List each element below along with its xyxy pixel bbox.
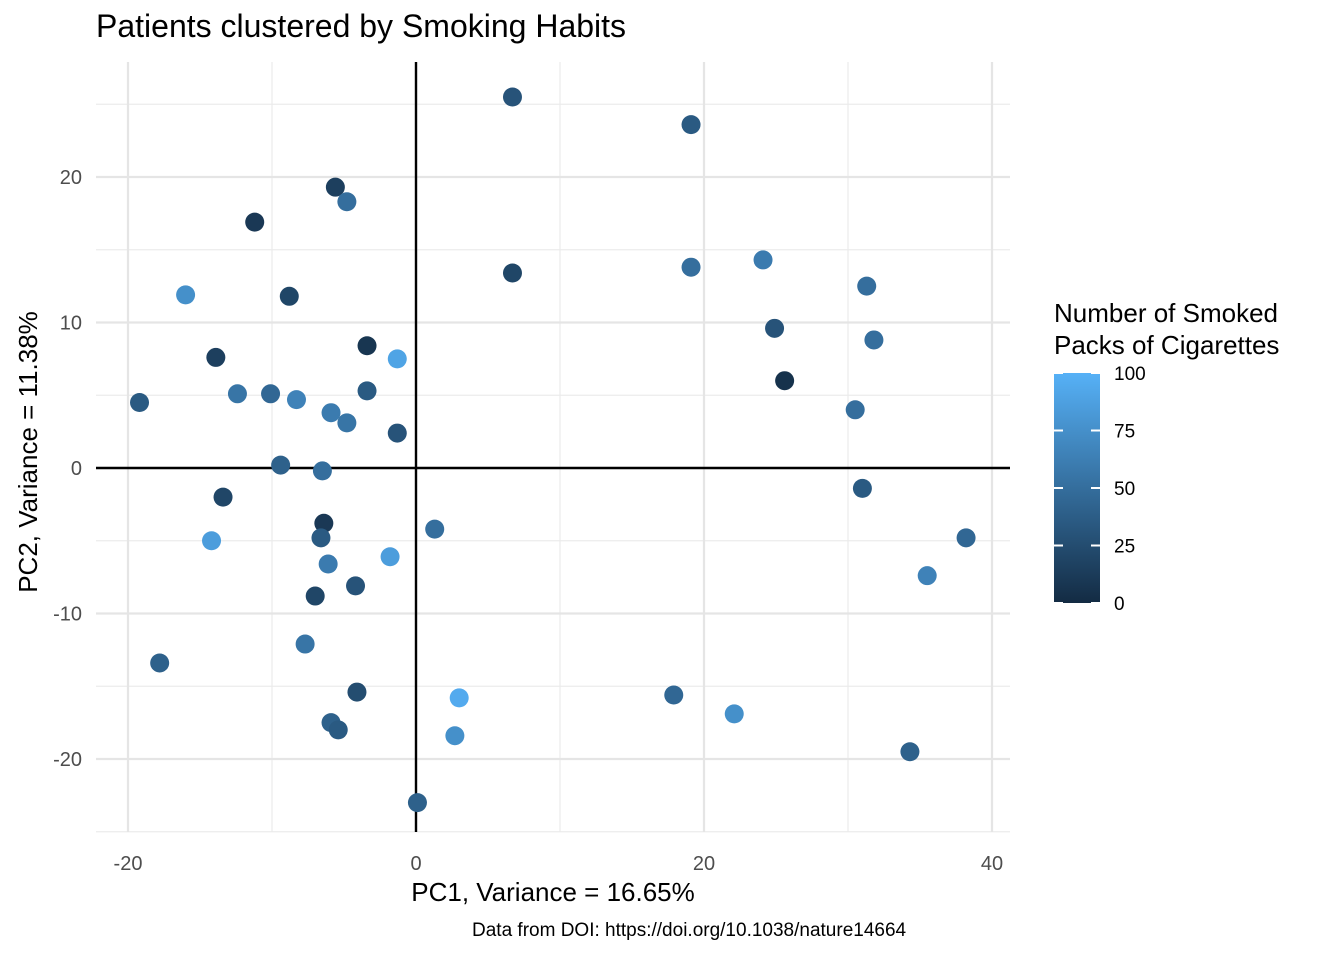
x-tick-label: 40 (981, 853, 1003, 875)
color-legend: Number of Smoked Packs of Cigarettes 0 25… (1054, 298, 1279, 615)
y-axis-title: PC2, Variance = 11.38% (13, 311, 43, 593)
legend-title-line2: Packs of Cigarettes (1054, 330, 1279, 360)
axis-ticks: -20 0 20 40 -20 -10 0 10 20 (53, 167, 1003, 875)
data-point (380, 547, 400, 567)
legend-tick-label: 75 (1114, 422, 1135, 443)
legend-ticks: 0 25 50 75 100 (1054, 364, 1146, 615)
data-point (305, 586, 325, 606)
data-point (765, 318, 785, 338)
data-point (346, 576, 366, 596)
data-point (357, 381, 377, 401)
data-point (337, 192, 357, 212)
y-tick-label: -20 (53, 749, 82, 771)
data-point (775, 371, 795, 391)
data-point (502, 263, 522, 283)
data-point (206, 347, 226, 367)
data-point (245, 212, 265, 232)
data-point (325, 177, 345, 197)
data-points (130, 87, 976, 813)
chart-title: Patients clustered by Smoking Habits (96, 8, 627, 44)
data-point (311, 528, 331, 548)
grid-lines (96, 62, 1010, 833)
data-point (337, 413, 357, 433)
data-point (227, 384, 247, 404)
data-point (387, 423, 407, 443)
data-point (312, 461, 332, 481)
data-point (502, 87, 522, 107)
data-point (347, 682, 367, 702)
data-point (314, 513, 334, 533)
legend-title-line1: Number of Smoked (1054, 298, 1278, 328)
data-point (425, 519, 445, 539)
data-point (407, 793, 427, 813)
data-point (956, 528, 976, 548)
data-point (318, 554, 338, 574)
data-point (279, 286, 299, 306)
chart-caption: Data from DOI: https://doi.org/10.1038/n… (472, 920, 907, 941)
data-point (271, 455, 291, 475)
x-axis-title: PC1, Variance = 16.65% (411, 877, 695, 907)
data-point (845, 400, 865, 420)
x-tick-label: 0 (410, 853, 421, 875)
data-point (753, 250, 773, 270)
y-tick-label: -10 (53, 604, 82, 626)
legend-tick-label: 50 (1114, 479, 1135, 500)
data-point (445, 726, 465, 746)
data-point (286, 390, 306, 410)
data-point (917, 566, 937, 586)
legend-tick-label: 0 (1114, 594, 1125, 615)
data-point (681, 257, 701, 277)
data-point (261, 384, 281, 404)
data-point (295, 634, 315, 654)
data-point (857, 276, 877, 296)
data-point (681, 115, 701, 135)
x-tick-label: -20 (114, 853, 143, 875)
data-point (387, 349, 407, 369)
data-point (449, 688, 469, 708)
data-point (202, 531, 222, 551)
data-point (724, 704, 744, 724)
data-point (864, 330, 884, 350)
data-point (328, 720, 348, 740)
x-tick-label: 20 (693, 853, 715, 875)
data-point (900, 742, 920, 762)
data-point (150, 653, 170, 673)
data-point (664, 685, 684, 705)
data-point (852, 478, 872, 498)
data-point (176, 285, 196, 305)
legend-tick-label: 25 (1114, 537, 1135, 558)
data-point (213, 487, 233, 507)
y-tick-label: 0 (71, 458, 82, 480)
data-point (357, 336, 377, 356)
y-tick-label: 20 (60, 167, 82, 189)
data-point (130, 393, 150, 413)
data-point (321, 403, 341, 423)
reference-lines (96, 62, 1010, 832)
y-tick-label: 10 (60, 313, 82, 335)
legend-tick-label: 100 (1114, 364, 1146, 385)
